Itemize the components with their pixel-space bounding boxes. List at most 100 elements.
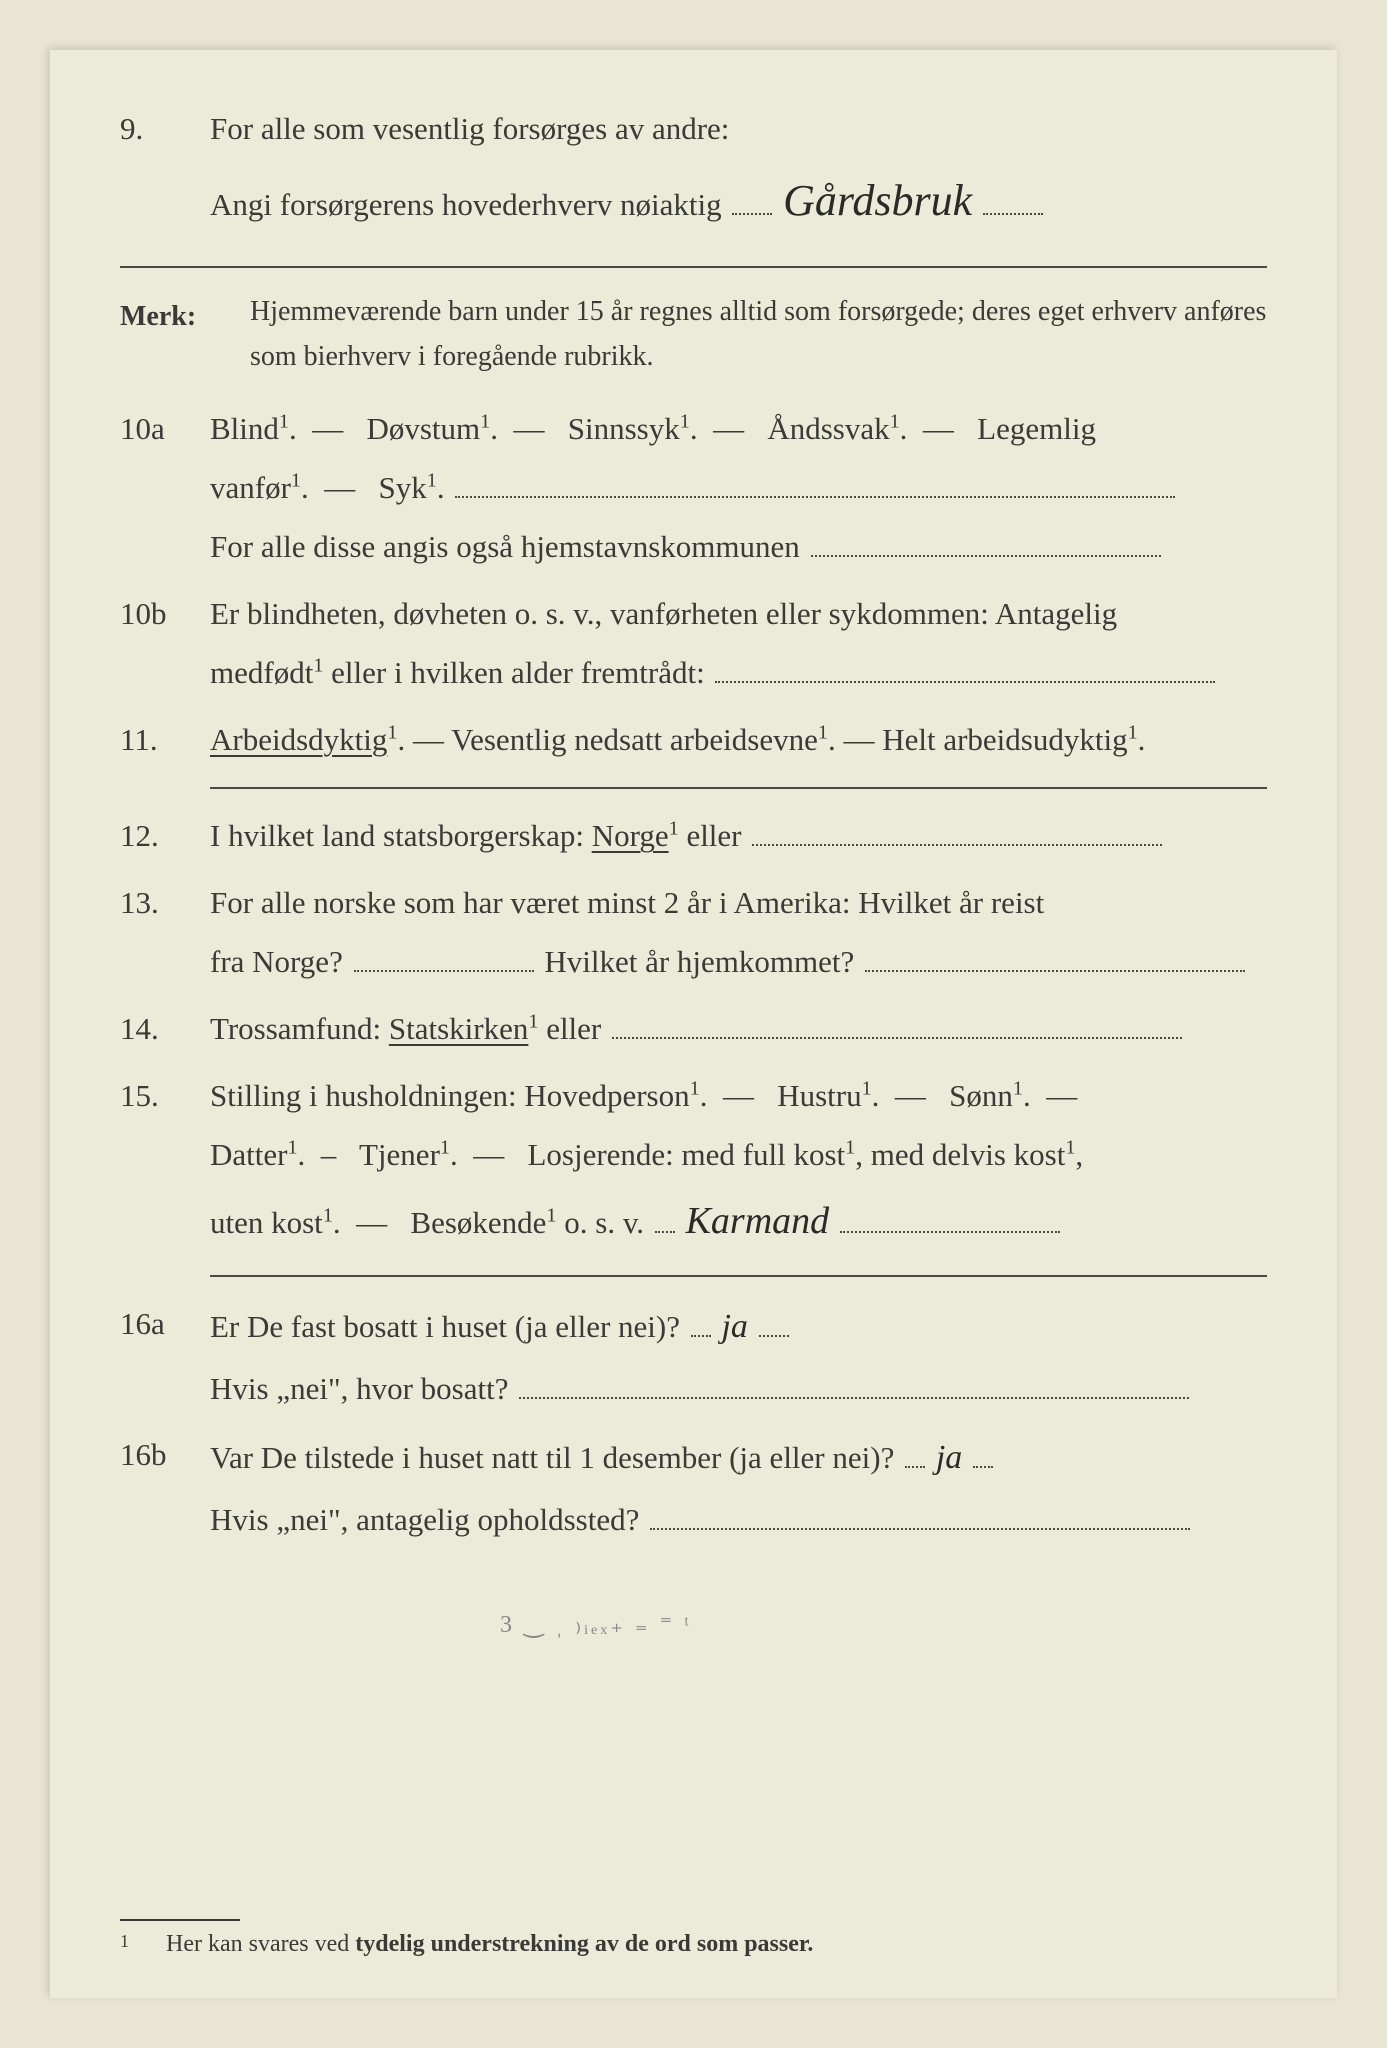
q13-content: For alle norske som har været minst 2 år… (210, 874, 1267, 992)
q10a-opt4: Åndssvak (767, 411, 889, 446)
fill-line (519, 1397, 1189, 1399)
q12-opt1: Norge (592, 818, 669, 853)
merk-label: Merk: (120, 290, 250, 343)
q9-number: 9. (120, 100, 210, 159)
fill-line (811, 555, 1161, 557)
q10b-line2a: medfødt (210, 655, 313, 690)
question-11: 11. Arbeidsdyktig1. — Vesentlig nedsatt … (120, 711, 1267, 770)
q16b-content: Var De tilstede i huset natt til 1 desem… (210, 1426, 1267, 1549)
q10b-number: 10b (120, 585, 210, 644)
q10a-opt1: Blind (210, 411, 279, 446)
question-14: 14. Trossamfund: Statskirken1 eller (120, 1000, 1267, 1059)
q15-line3b: Besøkende (410, 1205, 546, 1240)
footnote-num: 1 (120, 1931, 160, 1952)
fill-line (691, 1335, 711, 1337)
q14-number: 14. (120, 1000, 210, 1059)
q14-text-a: Trossamfund: (210, 1011, 389, 1046)
q15-line1a: Stilling i husholdningen: Hovedperson (210, 1078, 690, 1113)
q12-content: I hvilket land statsborgerskap: Norge1 e… (210, 807, 1267, 866)
q13-line2a: fra Norge? (210, 944, 343, 979)
q10a-line2a: vanfør (210, 470, 291, 505)
q9-line2: Angi forsørgerens hovederhverv nøiaktig (210, 187, 722, 222)
q12-text-a: I hvilket land statsborgerskap: (210, 818, 592, 853)
q14-text-b: eller (546, 1011, 601, 1046)
q9-content: For alle som vesentlig forsørges av andr… (210, 100, 1267, 242)
q15-number: 15. (120, 1067, 210, 1126)
fill-line (983, 213, 1043, 215)
smudge-mark: 3 ‿ ˌ ₎ᵢₑₓ₊ ₌ ⁼ ᵗ (500, 1610, 1267, 1639)
fill-line (840, 1231, 1060, 1233)
q15-opt2: Hustru (777, 1078, 861, 1113)
footnote-text-b: tydelig understrekning av de ord som pas… (355, 1931, 813, 1957)
q16b-number: 16b (120, 1426, 210, 1485)
q16a-content: Er De fast bosatt i huset (ja eller nei)… (210, 1295, 1267, 1418)
q16a-line2: Hvis „nei", hvor bosatt? (210, 1371, 508, 1406)
q10a-opt5: Legemlig (977, 411, 1096, 446)
question-9: 9. For alle som vesentlig forsørges av a… (120, 100, 1267, 242)
question-10b: 10b Er blindheten, døvheten o. s. v., va… (120, 585, 1267, 703)
q16a-number: 16a (120, 1295, 210, 1354)
q13-number: 13. (120, 874, 210, 933)
merk-note: Merk: Hjemmeværende barn under 15 år reg… (120, 290, 1267, 380)
fill-line (354, 970, 534, 972)
q16b-line2: Hvis „nei", antagelig opholdssted? (210, 1502, 639, 1537)
q15-line3a: uten kost (210, 1205, 323, 1240)
q14-opt1: Statskirken (389, 1011, 529, 1046)
fill-line (732, 213, 772, 215)
footnote-text-a: Her kan svares ved (166, 1931, 355, 1957)
fill-line (715, 681, 1215, 683)
q10a-opt2: Døvstum (366, 411, 480, 446)
fill-line (865, 970, 1245, 972)
question-15: 15. Stilling i husholdningen: Hovedperso… (120, 1067, 1267, 1257)
q16b-answer: ja (936, 1426, 962, 1491)
divider (210, 787, 1267, 789)
q12-number: 12. (120, 807, 210, 866)
q11-content: Arbeidsdyktig1. — Vesentlig nedsatt arbe… (210, 711, 1267, 770)
q12-text-b: eller (686, 818, 741, 853)
fill-line (612, 1037, 1182, 1039)
q9-line1: For alle som vesentlig forsørges av andr… (210, 111, 729, 146)
q10b-line2b: eller i hvilken alder fremtrådt: (331, 655, 705, 690)
footnote: 1 Her kan svares ved tydelig understrekn… (120, 1931, 1267, 1958)
footnote-rule (120, 1919, 240, 1921)
q16b-line1: Var De tilstede i huset natt til 1 desem… (210, 1440, 894, 1475)
fill-line (655, 1231, 675, 1233)
q14-content: Trossamfund: Statskirken1 eller (210, 1000, 1267, 1059)
fill-line (752, 844, 1162, 846)
fill-line (905, 1466, 925, 1468)
fill-line (973, 1466, 993, 1468)
fill-line (759, 1335, 789, 1337)
q15-line2a: Datter (210, 1137, 287, 1172)
q15-content: Stilling i husholdningen: Hovedperson1. … (210, 1067, 1267, 1257)
fill-line (455, 496, 1175, 498)
q16a-line1: Er De fast bosatt i huset (ja eller nei)… (210, 1309, 680, 1344)
q15-line2c: Losjerende: med full kost (527, 1137, 845, 1172)
fill-line (650, 1528, 1190, 1530)
q11-opt2: Vesentlig nedsatt arbeidsevne (451, 722, 818, 757)
q15-line3c: o. s. v. (564, 1205, 644, 1240)
q10a-line2b: Syk (378, 470, 426, 505)
q10a-line3: For alle disse angis også hjemstavnskomm… (210, 529, 800, 564)
q11-number: 11. (120, 711, 210, 770)
question-16a: 16a Er De fast bosatt i huset (ja eller … (120, 1295, 1267, 1418)
q10b-line1: Er blindheten, døvheten o. s. v., vanfør… (210, 596, 1117, 631)
divider (120, 266, 1267, 268)
q15-answer: Karmand (686, 1185, 830, 1257)
q10a-number: 10a (120, 400, 210, 459)
q9-answer: Gårdsbruk (783, 159, 972, 243)
q15-line2d: med delvis kost (871, 1137, 1066, 1172)
q11-opt1: Arbeidsdyktig (210, 722, 387, 757)
question-10a: 10a Blind1. — Døvstum1. — Sinnssyk1. — Å… (120, 400, 1267, 577)
question-16b: 16b Var De tilstede i huset natt til 1 d… (120, 1426, 1267, 1549)
divider (210, 1275, 1267, 1277)
q11-opt3: Helt arbeidsudyktig (882, 722, 1127, 757)
document-page: 9. For alle som vesentlig forsørges av a… (50, 50, 1337, 1998)
q13-line2b: Hvilket år hjemkommet? (544, 944, 854, 979)
q10b-content: Er blindheten, døvheten o. s. v., vanfør… (210, 585, 1267, 703)
merk-text: Hjemmeværende barn under 15 år regnes al… (250, 290, 1267, 380)
q10a-content: Blind1. — Døvstum1. — Sinnssyk1. — Åndss… (210, 400, 1267, 577)
q13-line1: For alle norske som har været minst 2 år… (210, 885, 1044, 920)
q16a-answer: ja (721, 1295, 747, 1360)
q15-opt3: Sønn (949, 1078, 1013, 1113)
q15-line2b: Tjener (359, 1137, 440, 1172)
